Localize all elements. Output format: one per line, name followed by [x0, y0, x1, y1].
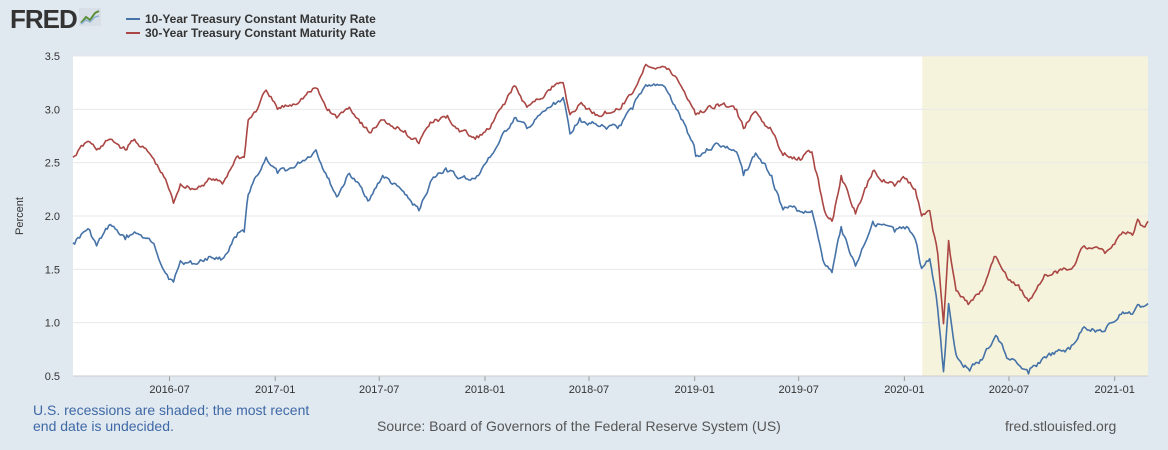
- x-tick-label: 2019-07: [778, 384, 818, 396]
- legend-item-30y[interactable]: 30-Year Treasury Constant Maturity Rate: [126, 26, 376, 40]
- y-tick-label: 2.5: [45, 158, 60, 170]
- legend-label-30y: 30-Year Treasury Constant Maturity Rate: [145, 26, 376, 40]
- legend-item-10y[interactable]: 10-Year Treasury Constant Maturity Rate: [126, 12, 376, 26]
- source-text: Source: Board of Governors of the Federa…: [377, 418, 781, 434]
- x-tick-label: 2017-01: [255, 384, 295, 396]
- x-tick-label: 2021-01: [1094, 384, 1134, 396]
- line-chart-icon: [78, 7, 101, 31]
- legend-label-10y: 10-Year Treasury Constant Maturity Rate: [145, 12, 376, 26]
- recession-note: U.S. recessions are shaded; the most rec…: [33, 402, 310, 434]
- series-line-30y: [72, 63, 1149, 325]
- series-layer: [72, 63, 1149, 375]
- axis-layer: 0.5 1.0 1.5 2.0 2.5 3.0 3.5 2016-07 2017-01 2017-…: [45, 51, 1148, 396]
- x-tick-label: 2020-01: [884, 384, 924, 396]
- legend: 10-Year Treasury Constant Maturity Rate …: [126, 12, 376, 40]
- y-tick-label: 0.5: [45, 371, 60, 383]
- x-tick-label: 2018-07: [569, 384, 609, 396]
- x-tick-label: 2017-07: [359, 384, 399, 396]
- y-tick-label: 1.0: [45, 318, 60, 330]
- y-tick-label: 2.0: [45, 211, 60, 223]
- y-axis-label: Percent: [14, 197, 26, 235]
- x-tick-label: 2018-01: [465, 384, 505, 396]
- legend-swatch-30y: [126, 32, 140, 34]
- y-tick-label: 1.5: [45, 264, 60, 276]
- x-tick-label: 2020-07: [989, 384, 1029, 396]
- series-line-10y: [72, 83, 1149, 375]
- logo-text: FRED: [10, 4, 78, 34]
- y-tick-label: 3.0: [45, 104, 60, 116]
- site-link[interactable]: fred.stlouisfed.org: [1005, 418, 1117, 434]
- x-tick-label: 2016-07: [149, 384, 189, 396]
- legend-swatch-10y: [126, 18, 140, 20]
- x-tick-label: 2019-01: [674, 384, 714, 396]
- fred-logo[interactable]: FRED: [10, 6, 101, 32]
- y-tick-label: 3.5: [45, 51, 60, 63]
